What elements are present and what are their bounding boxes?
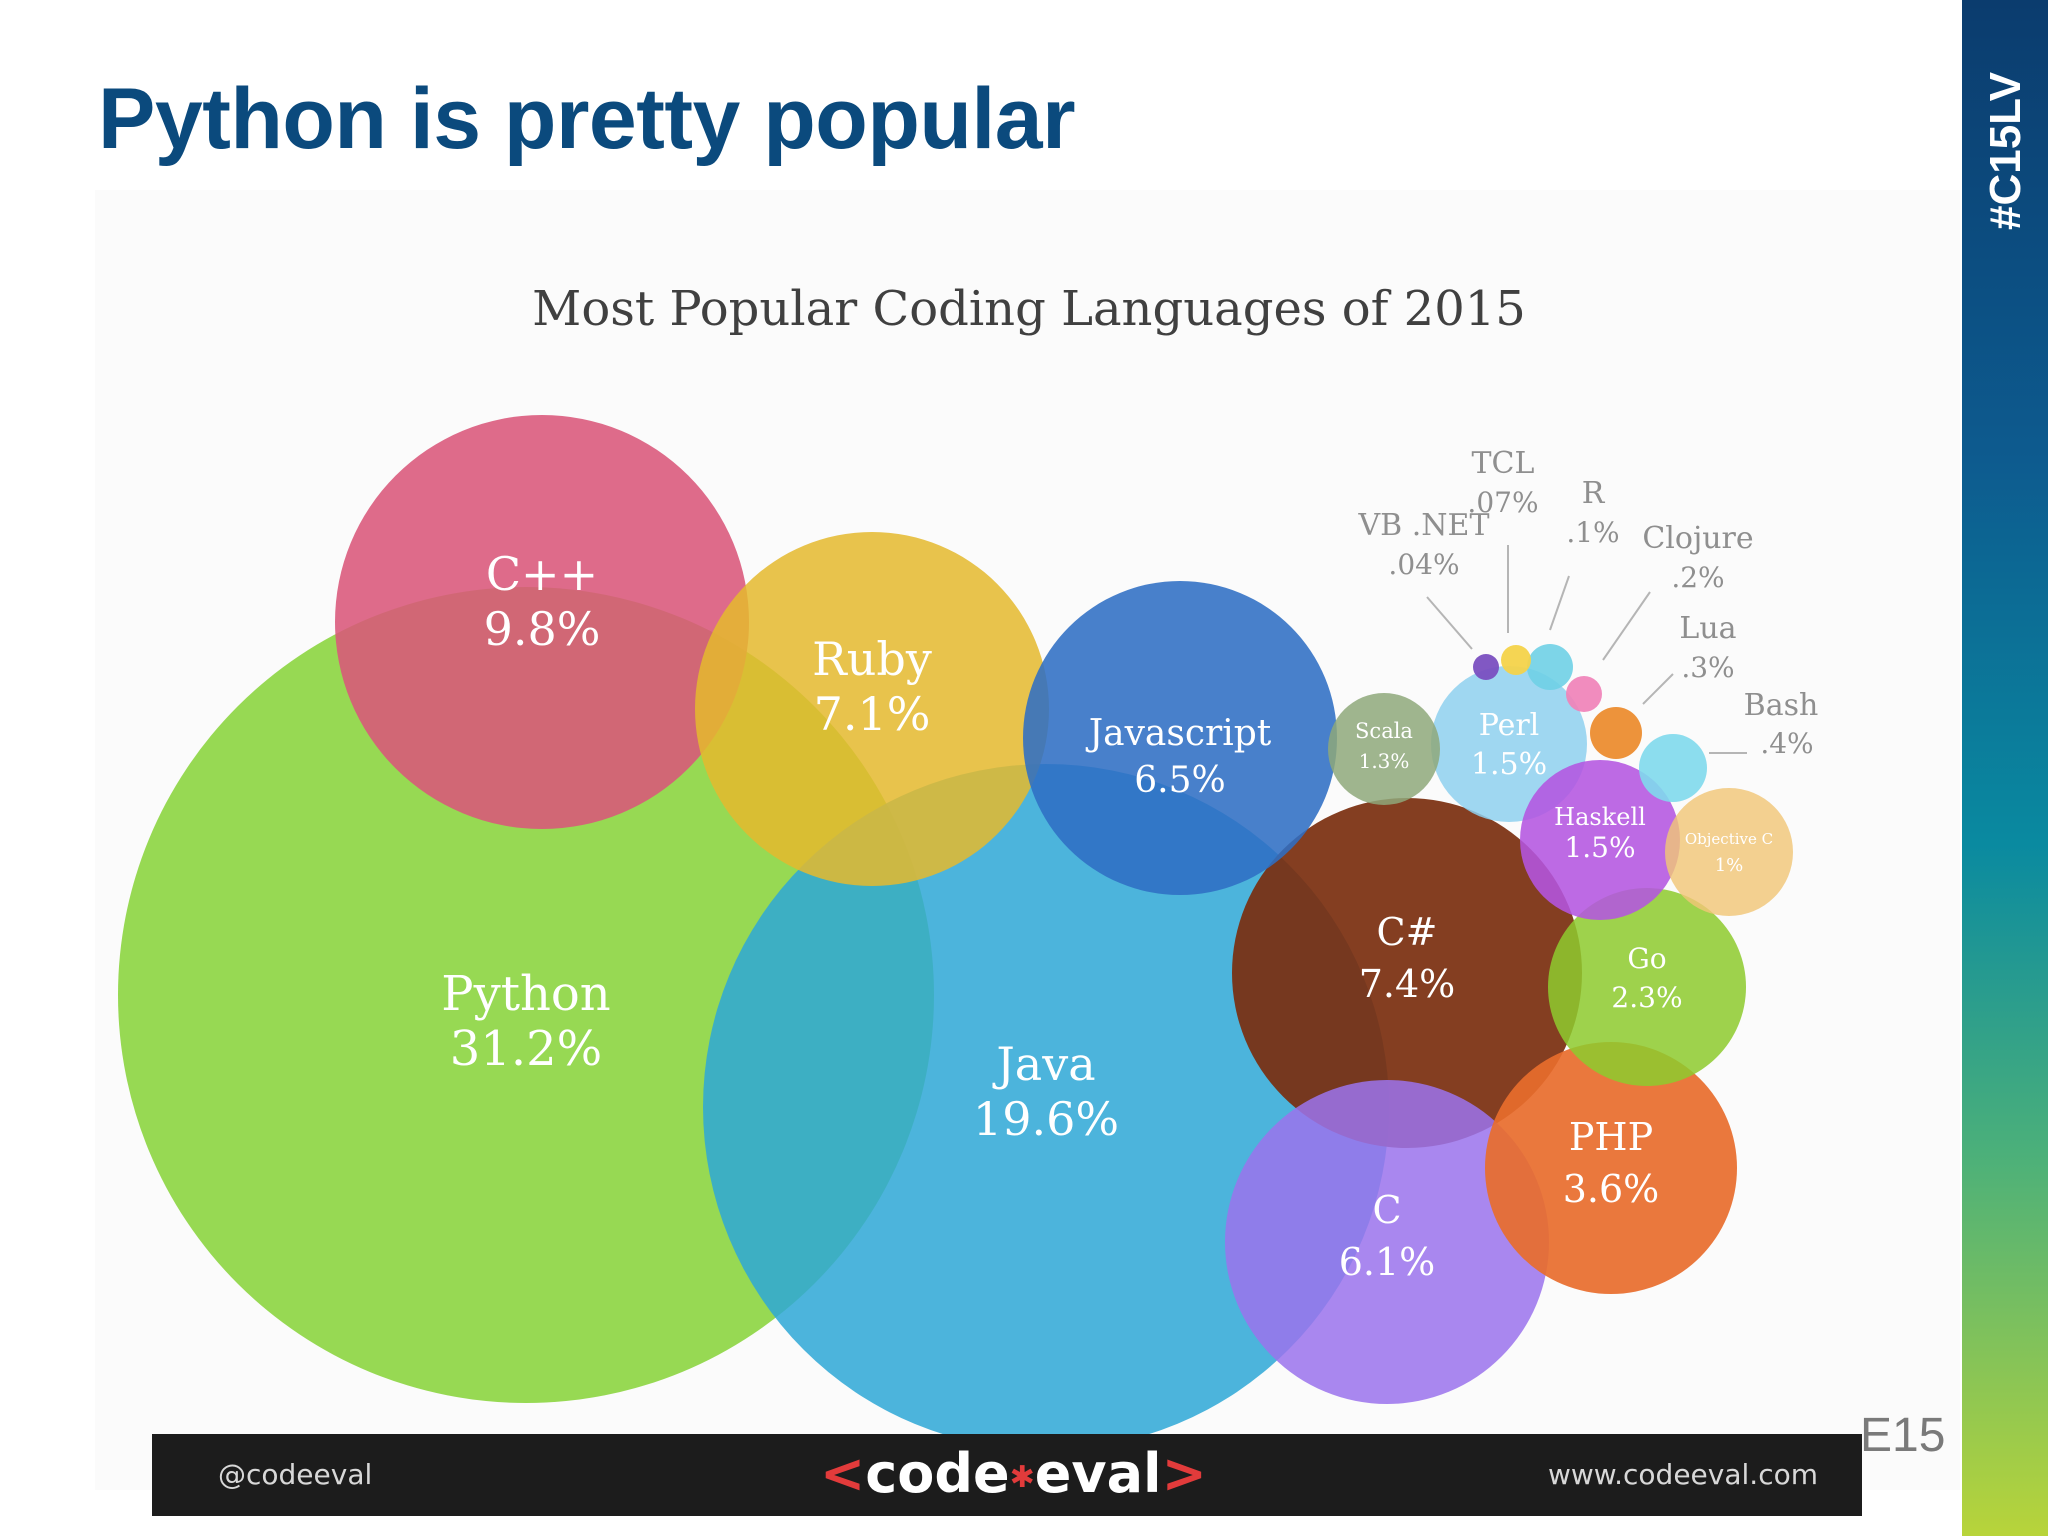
bubble-vb-net bbox=[1473, 654, 1499, 680]
logo-eval-text: eval bbox=[1034, 1442, 1162, 1505]
bubble-value-c: 6.1% bbox=[1339, 1240, 1436, 1284]
bubble-name-bash: Bash bbox=[1744, 688, 1819, 723]
bubble-lua bbox=[1590, 707, 1642, 759]
bubble-name-haskell: Haskell bbox=[1554, 803, 1646, 831]
bubble-haskell bbox=[1520, 760, 1680, 920]
footer-handle: @codeeval bbox=[218, 1458, 373, 1491]
page-number: E15 bbox=[1860, 1409, 1946, 1462]
bubble-name-scala: Scala bbox=[1355, 719, 1413, 743]
bubble-name-javascript: Javascript bbox=[1085, 713, 1272, 754]
bubble-name-objective-c: Objective C bbox=[1685, 830, 1773, 848]
bubble-value-r: .1% bbox=[1566, 516, 1619, 549]
leader-line-clojure bbox=[1602, 591, 1651, 661]
bubble-name-c: C bbox=[1372, 1188, 1401, 1232]
bubble-value-ruby: 7.1% bbox=[814, 687, 931, 741]
bubble-name-java: Java bbox=[992, 1037, 1095, 1091]
bubble-value-java: 19.6% bbox=[973, 1092, 1119, 1146]
side-gradient-band bbox=[1962, 0, 2048, 1536]
bubble-layer bbox=[118, 415, 1793, 1450]
bubble-name-c: C++ bbox=[486, 547, 598, 601]
bubble-value-go: 2.3% bbox=[1611, 981, 1682, 1014]
bubble-name-tcl: TCL bbox=[1472, 446, 1535, 481]
bubble-name-python: Python bbox=[441, 966, 610, 1022]
logo-right-bracket: > bbox=[1161, 1442, 1207, 1505]
bubble-r bbox=[1527, 644, 1573, 690]
bubble-value-lua: .3% bbox=[1681, 651, 1734, 684]
bubble-c bbox=[335, 415, 749, 829]
bubble-value-python: 31.2% bbox=[450, 1021, 602, 1077]
bubble-c bbox=[1225, 1080, 1549, 1404]
bubble-value-c: 9.8% bbox=[484, 602, 601, 656]
bubble-value-tcl: .07% bbox=[1467, 486, 1538, 519]
bubble-value-perl: 1.5% bbox=[1471, 747, 1547, 782]
bubble-name-lua: Lua bbox=[1679, 611, 1736, 646]
leader-lines bbox=[1426, 545, 1747, 754]
bubble-tcl bbox=[1501, 645, 1531, 675]
chart-title: Most Popular Coding Languages of 2015 bbox=[532, 281, 1526, 337]
bubble-scala bbox=[1328, 693, 1440, 805]
logo-star-icon: ✱ bbox=[1009, 1459, 1035, 1495]
bubble-name-go: Go bbox=[1627, 942, 1666, 975]
bubble-ruby bbox=[695, 532, 1049, 886]
logo-left-bracket: < bbox=[820, 1442, 866, 1505]
bubble-objective-c bbox=[1665, 788, 1793, 916]
bubble-c bbox=[1232, 798, 1582, 1148]
slide-title: Python is pretty popular bbox=[98, 71, 1076, 167]
bubble-go bbox=[1548, 888, 1746, 1086]
bubble-value-javascript: 6.5% bbox=[1134, 760, 1225, 801]
bubble-name-ruby: Ruby bbox=[812, 632, 932, 686]
side-hashtag: #C15LV bbox=[1982, 71, 2030, 230]
footer-banner: @codeeval <code✱eval> www.codeeval.com bbox=[152, 1434, 1862, 1516]
chart-panel: Most Popular Coding Languages of 2015 Py… bbox=[95, 190, 1960, 1490]
bubble-name-vb-net: VB .NET bbox=[1358, 508, 1490, 543]
bubble-value-clojure: .2% bbox=[1671, 561, 1724, 594]
side-hashtag-text: #C15LV bbox=[1982, 71, 2030, 230]
leader-line-lua bbox=[1642, 673, 1674, 705]
leader-line-vb-net bbox=[1426, 596, 1473, 650]
leader-line-r bbox=[1549, 575, 1570, 631]
bubble-name-r: R bbox=[1582, 476, 1606, 511]
bubble-value-scala: 1.3% bbox=[1359, 749, 1410, 773]
bubble-bash bbox=[1639, 734, 1707, 802]
footer-url: www.codeeval.com bbox=[1548, 1458, 1818, 1491]
bubble-java bbox=[703, 764, 1389, 1450]
bubble-name-perl: Perl bbox=[1479, 708, 1540, 743]
bubble-value-c: 7.4% bbox=[1359, 962, 1456, 1006]
bubble-value-php: 3.6% bbox=[1563, 1167, 1660, 1211]
codeeval-logo: <code✱eval> bbox=[820, 1442, 1207, 1505]
bubble-name-php: PHP bbox=[1569, 1115, 1653, 1159]
bubble-javascript bbox=[1023, 581, 1337, 895]
bubble-chart: Most Popular Coding Languages of 2015 Py… bbox=[118, 281, 1818, 1450]
logo-code-text: code bbox=[865, 1442, 1010, 1505]
bubble-name-c: C# bbox=[1377, 910, 1438, 954]
bubble-value-objective-c: 1% bbox=[1715, 855, 1744, 876]
bubble-name-clojure: Clojure bbox=[1642, 521, 1753, 556]
bubble-value-bash: .4% bbox=[1760, 727, 1813, 760]
bubble-value-haskell: 1.5% bbox=[1564, 831, 1635, 864]
bubble-value-vb-net: .04% bbox=[1388, 548, 1459, 581]
bubble-clojure bbox=[1566, 676, 1602, 712]
bubble-php bbox=[1485, 1042, 1737, 1294]
